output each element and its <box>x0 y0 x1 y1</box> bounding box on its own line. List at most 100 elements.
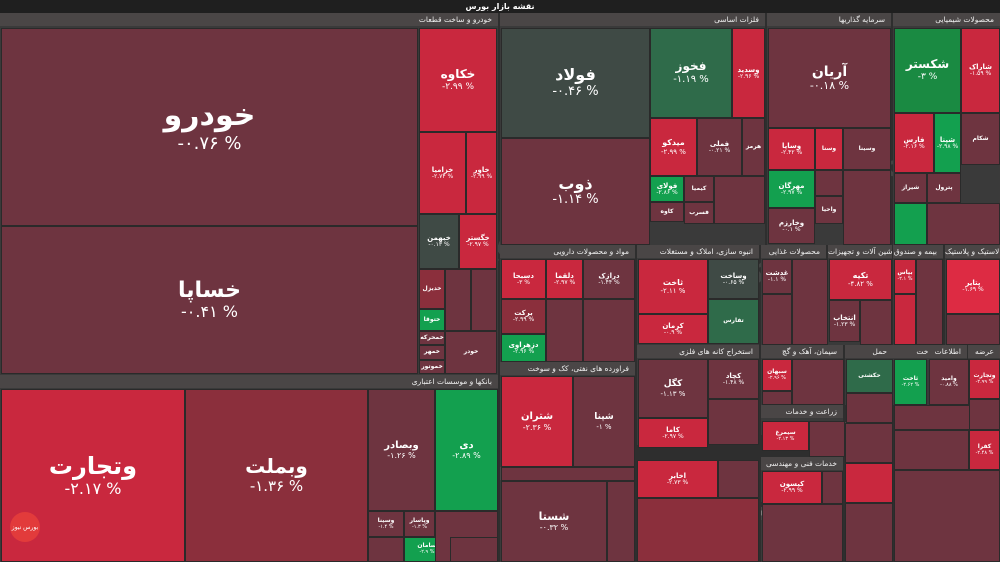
symbol-tile-shakam[interactable]: شکام <box>961 113 1000 165</box>
symbol-tile-vaspa[interactable]: وساخت -۰.۶۵ % <box>708 259 759 299</box>
symbol-tile[interactable] <box>450 537 498 562</box>
symbol-tile[interactable] <box>946 314 1000 345</box>
symbol-tile-shetran[interactable]: شتران -۲.۳۶ % <box>501 376 573 467</box>
symbol-tile-shepna2[interactable]: شپنا -۱ % <box>573 376 635 467</box>
symbol-tile-fsarb[interactable]: فسرب <box>684 202 714 224</box>
symbol-tile-khzamia[interactable]: خزامیا -۲.۷۴ % <box>419 132 466 214</box>
symbol-tile-vsapa[interactable]: وساپا -۲.۴۲ % <box>768 128 815 170</box>
symbol-tile-simorgh2[interactable]: سیمرغ -۲.۱۳ % <box>762 421 809 451</box>
symbol-tile-petrol[interactable]: پترول <box>927 173 961 203</box>
symbol-tile[interactable] <box>792 259 828 345</box>
symbol-tile-khtogh[interactable]: ختوقا <box>419 309 445 331</box>
symbol-tile[interactable] <box>792 359 844 405</box>
symbol-tile-barekat[interactable]: برکت -۲.۹۹ % <box>501 299 546 334</box>
symbol-tile[interactable] <box>809 421 845 457</box>
symbol-tile-zob[interactable]: ذوب -۱.۱۴ % <box>501 138 650 245</box>
symbol-tile-taqsir[interactable]: تفارس <box>708 299 759 344</box>
symbol-tile-ashbat[interactable]: اخابر -۲.۷۳ % <box>637 460 718 498</box>
symbol-tile-fameli[interactable]: فملی -۰.۲۱ % <box>697 118 742 176</box>
symbol-tile-mehragan[interactable]: مهرگان -۲.۹۷ % <box>768 170 815 208</box>
symbol-tile-vbmellat[interactable]: وبملت -۱.۳۶ % <box>185 389 368 562</box>
symbol-tile[interactable] <box>843 170 891 245</box>
symbol-tile[interactable] <box>501 467 635 481</box>
symbol-tile-kisan[interactable]: کیسون -۲.۹۹ % <box>762 471 822 504</box>
symbol-tile[interactable] <box>916 259 943 345</box>
symbol-tile-bmila[interactable]: بپاس -۲.۱ % <box>894 259 916 294</box>
symbol-tile-kachad[interactable]: کچاد -۱.۴۸ % <box>708 359 759 399</box>
symbol-tile-di[interactable]: دی -۲.۸۹ % <box>435 389 498 511</box>
symbol-tile[interactable] <box>846 393 893 423</box>
symbol-tile-kgol[interactable]: کگل -۱.۱۳ % <box>638 359 708 418</box>
symbol-tile-khodlab[interactable]: خدیزل <box>419 269 445 309</box>
symbol-tile-khgostar[interactable]: خگستر -۲.۹۷ % <box>459 214 497 269</box>
symbol-tile-dalgha[interactable]: دلقما -۲.۹۷ % <box>546 259 583 299</box>
symbol-tile-shiraz[interactable]: شیراز <box>894 173 927 203</box>
symbol-tile-foolad[interactable]: فولاد -۰.۴۶ % <box>501 28 650 138</box>
symbol-tile[interactable] <box>927 203 1000 245</box>
symbol-tile-vbsadr[interactable]: وبصادر -۱.۲۶ % <box>368 389 435 511</box>
symbol-tile-vasadid[interactable]: وسدید -۲.۹۶ % <box>732 28 765 118</box>
symbol-tile-kama[interactable]: کاما -۲.۹۷ % <box>638 418 708 448</box>
symbol-tile-khmehr[interactable]: خمحرکه <box>419 331 445 345</box>
symbol-tile-shasta[interactable]: شستا -۰.۳۲ % <box>501 481 607 562</box>
symbol-tile-shekastar[interactable]: شکستر -۳ % <box>894 28 961 113</box>
symbol-tile-hamal[interactable]: حکشتی <box>846 359 893 393</box>
symbol-tile[interactable] <box>894 470 1000 562</box>
symbol-tile-daraku[interactable]: درازک -۱.۴۴ % <box>583 259 635 299</box>
symbol-tile-khchar[interactable]: خموتور <box>419 360 445 374</box>
symbol-tile[interactable] <box>822 471 843 504</box>
symbol-tile[interactable] <box>637 498 759 562</box>
symbol-tile-khsapa[interactable]: خساپا -۰.۴۱ % <box>1 226 418 374</box>
symbol-tile-kafar[interactable]: کفرا -۲.۴۸ % <box>969 430 1000 470</box>
symbol-tile[interactable] <box>714 176 765 224</box>
symbol-tile-khamoor[interactable]: خمهر <box>419 345 445 360</box>
symbol-tile-entekhab[interactable]: انتخاب -۱.۲۳ % <box>829 300 860 342</box>
symbol-tile[interactable] <box>445 269 471 331</box>
symbol-tile-ptayr[interactable]: پتایر -۱.۶۹ % <box>946 259 1000 314</box>
symbol-tile[interactable] <box>546 299 583 362</box>
symbol-tile-vahya[interactable]: واحیا <box>815 196 843 224</box>
symbol-tile-khavar[interactable]: خاور -۲.۹۹ % <box>466 132 497 214</box>
symbol-tile-vpasar[interactable]: وپاسار -۱.۳ % <box>404 511 435 537</box>
symbol-tile[interactable] <box>583 299 635 362</box>
symbol-tile-tekyeh[interactable]: تکیه -۴.۸۲ % <box>829 259 892 300</box>
symbol-tile-sabhan[interactable]: سبهان -۲.۹۶ % <box>762 359 792 391</box>
symbol-tile-shpna[interactable]: شپنا -۲.۹۸ % <box>934 113 961 173</box>
symbol-tile[interactable] <box>845 503 893 562</box>
symbol-tile[interactable] <box>718 460 759 498</box>
symbol-tile-foolai[interactable]: فولای -۲.۸۶ % <box>650 176 684 202</box>
symbol-tile[interactable] <box>762 504 843 562</box>
symbol-tile-kerman[interactable]: کرمان -۰.۹ % <box>638 314 708 344</box>
symbol-tile[interactable] <box>607 481 635 562</box>
symbol-tile-khbahman[interactable]: خبهمن -۰.۱۳ % <box>419 214 459 269</box>
symbol-tile-dsami[interactable]: دسبحا -۳ % <box>501 259 546 299</box>
symbol-tile[interactable] <box>845 463 893 503</box>
symbol-tile[interactable] <box>860 300 892 345</box>
symbol-tile-thazr[interactable]: ثاخت -۲.۶۲ % <box>894 359 927 405</box>
symbol-tile-vsina2[interactable]: وسینا -۱.۴ % <box>368 511 404 537</box>
symbol-tile-khodro[interactable]: خودرو -۰.۷۶ % <box>1 28 418 226</box>
symbol-tile-hormoz[interactable]: هرمز <box>742 118 765 176</box>
symbol-tile[interactable] <box>894 203 927 245</box>
symbol-tile-dzahravi[interactable]: دزهراوی -۲.۹۶ % <box>501 334 546 362</box>
symbol-tile-ataq[interactable]: ثاخت -۲.۱۱ % <box>638 259 708 314</box>
symbol-tile-arian[interactable]: آریان -۰.۱۸ % <box>768 28 891 128</box>
symbol-tile[interactable] <box>894 430 969 470</box>
symbol-tile[interactable] <box>762 391 792 405</box>
symbol-tile-khodr2[interactable]: خودر <box>445 331 497 374</box>
symbol-tile[interactable] <box>368 537 404 562</box>
symbol-tile[interactable] <box>762 294 792 345</box>
symbol-tile-kaveh[interactable]: کاوه <box>650 202 684 222</box>
symbol-tile-vatejarat[interactable]: وتجارت -۲.۹۹ % <box>969 359 1000 399</box>
symbol-tile-fkhooz[interactable]: فخوز -۱.۱۹ % <box>650 28 732 118</box>
symbol-tile[interactable] <box>471 269 497 331</box>
symbol-tile-vsina[interactable]: وسینا <box>843 128 891 170</box>
symbol-tile-khkave[interactable]: خکاوه -۲.۹۹ % <box>419 28 497 132</box>
symbol-tile-khatam[interactable]: وخارزم -۰.۱ % <box>768 208 815 244</box>
symbol-tile-kimia[interactable]: کیمیا <box>684 176 714 202</box>
symbol-tile-shfara[interactable]: شاراک -۱.۵۹ % <box>961 28 1000 113</box>
symbol-tile[interactable] <box>815 170 843 196</box>
symbol-tile-vamid[interactable]: وامید -۰.۸۸ % <box>929 359 969 405</box>
symbol-tile-vsna[interactable]: وسنا <box>815 128 843 170</box>
symbol-tile[interactable] <box>969 399 1000 430</box>
